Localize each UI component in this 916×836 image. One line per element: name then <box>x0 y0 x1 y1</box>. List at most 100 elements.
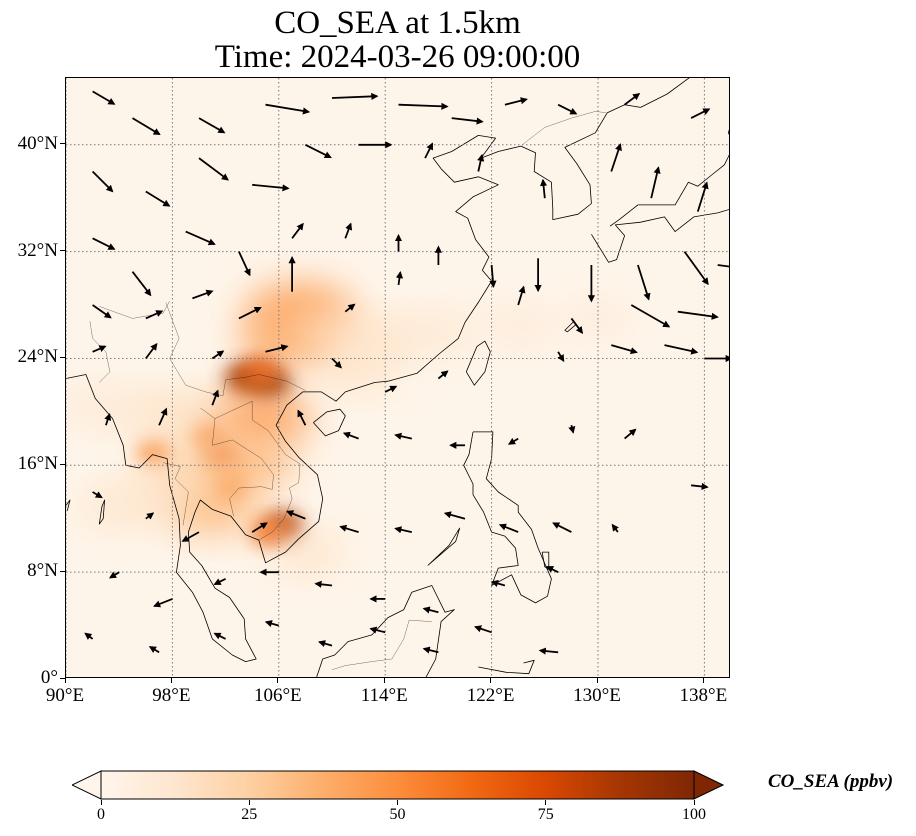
wind-arrow <box>198 157 229 181</box>
wind-arrow <box>637 264 651 301</box>
wind-arrow <box>422 606 439 614</box>
wind-arrow <box>145 342 158 360</box>
lat-tick-mark <box>60 677 65 679</box>
wind-arrow <box>91 170 114 193</box>
lon-tick-label: 138°E <box>679 685 728 706</box>
wind-arrow <box>251 522 268 533</box>
co-hotspot <box>206 389 312 448</box>
map-panel <box>65 77 730 678</box>
co-hotspot <box>481 304 556 346</box>
co-hotspot <box>74 487 151 530</box>
wind-arrow <box>213 632 227 640</box>
wind-arrow <box>437 370 449 380</box>
wind-arrow <box>691 482 709 491</box>
coastline-path <box>316 592 413 677</box>
co-hotspot <box>266 530 345 574</box>
colorbar-tick-mark <box>693 800 695 805</box>
wind-arrow <box>304 143 332 159</box>
wind-arrow <box>84 632 94 640</box>
border-path <box>99 300 170 319</box>
wind-arrow <box>664 344 699 355</box>
wind-arrow <box>477 153 485 172</box>
lat-tick-mark <box>60 143 65 145</box>
coastline-path <box>411 585 455 677</box>
wind-arrow <box>132 117 161 136</box>
wind-arrow <box>507 437 519 445</box>
lat-tick-mark <box>60 356 65 358</box>
lon-tick-label: 98°E <box>152 685 191 706</box>
wind-arrow <box>498 523 519 533</box>
plot-title: CO_SEA at 1.5km <box>274 5 521 41</box>
wind-arrow <box>398 102 449 110</box>
wind-arrow <box>131 271 152 297</box>
wind-arrow <box>538 647 559 655</box>
wind-arrow <box>198 117 226 134</box>
lon-tick-mark <box>383 678 385 683</box>
colorbar-tick-mark <box>397 800 398 805</box>
wind-vectors <box>84 90 729 655</box>
wind-arrow <box>690 108 711 119</box>
coastline-path <box>66 78 690 662</box>
wind-arrow <box>546 565 559 574</box>
wind-arrow <box>104 413 112 426</box>
wind-arrow <box>108 571 120 579</box>
lat-tick-label: 8°N <box>27 560 58 582</box>
coastline-path <box>313 408 346 437</box>
wind-arrow <box>683 251 709 286</box>
coastline-path <box>463 431 552 604</box>
wind-arrow <box>264 620 280 628</box>
co-hotspot <box>66 384 130 426</box>
gridlines <box>66 78 729 677</box>
wind-arrow <box>424 142 434 159</box>
colorbar-gradient <box>100 770 695 800</box>
lat-tick-label: 0° <box>40 667 58 688</box>
wind-arrow <box>557 351 565 363</box>
wind-arrow <box>696 181 709 212</box>
colorbar-tick-label: 0 <box>97 806 105 823</box>
wind-arrow <box>624 428 637 440</box>
concentration-field <box>66 282 634 574</box>
lon-tick-mark <box>277 678 279 683</box>
lat-tick-label: 16°N <box>17 453 58 475</box>
wind-arrow <box>539 178 548 199</box>
colorbar <box>72 770 724 800</box>
lat-tick-mark <box>60 250 65 252</box>
wind-arrow <box>331 92 379 101</box>
colorbar-extend-low <box>72 770 102 800</box>
coastlines <box>66 78 729 677</box>
wind-arrow <box>474 625 492 634</box>
coastline-path <box>98 499 105 525</box>
wind-arrow <box>717 264 729 268</box>
wind-arrow <box>369 626 386 634</box>
colorbar-tick-mark <box>545 800 547 805</box>
wind-arrow <box>92 90 116 105</box>
wind-arrow <box>384 385 398 393</box>
map-canvas <box>66 78 729 677</box>
lat-tick-mark <box>60 463 65 465</box>
coastline-path <box>478 659 535 675</box>
wind-arrow <box>624 93 641 106</box>
wind-arrow <box>611 523 619 533</box>
wind-arrow <box>192 289 214 300</box>
wind-arrow <box>331 357 343 369</box>
colorbar-tick-label: 75 <box>537 806 554 823</box>
wind-arrow <box>238 306 262 320</box>
wind-arrow <box>145 190 171 207</box>
colorbar-tick-label: 50 <box>389 806 406 823</box>
coastline-path <box>727 129 729 136</box>
wind-arrow <box>92 237 116 250</box>
coastline-path <box>609 154 729 227</box>
wind-arrow <box>552 522 572 533</box>
lon-tick-mark <box>702 678 704 683</box>
wind-arrow <box>344 222 353 239</box>
lon-tick-mark <box>596 678 598 683</box>
coastline-path <box>427 527 461 566</box>
wind-arrow <box>489 264 497 289</box>
wind-arrow <box>92 345 107 353</box>
border-path <box>200 407 274 517</box>
wind-arrow <box>211 389 220 406</box>
wind-arrow <box>611 344 638 355</box>
wind-arrow <box>394 432 412 440</box>
wind-arrow <box>394 526 412 534</box>
wind-arrow <box>291 222 304 239</box>
